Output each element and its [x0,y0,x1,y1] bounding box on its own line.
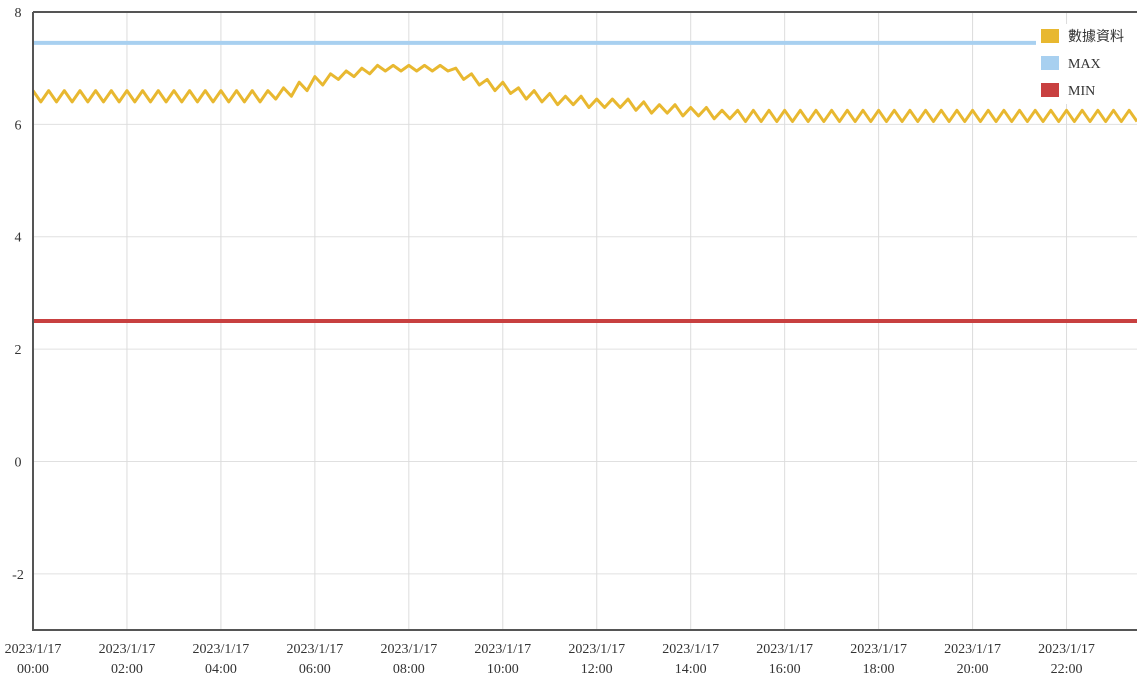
x-tick-label: 2023/1/17 00:00 [5,642,62,677]
x-tick-label: 2023/1/17 12:00 [568,642,625,677]
y-tick-label: 4 [15,231,22,246]
legend-swatch [1041,83,1059,97]
x-tick-label: 2023/1/17 20:00 [944,642,1001,677]
plot-area [33,40,1137,323]
x-tick-label: 2023/1/17 14:00 [662,642,719,677]
legend: 數據資料 MAX MIN [1036,24,1137,104]
x-tick-label: 2023/1/17 22:00 [1038,642,1095,677]
y-tick-label: 6 [15,118,22,133]
data-line [33,63,1137,124]
x-tick-label: 2023/1/17 10:00 [474,642,531,677]
axes: -2 0 2 4 6 8 2023/1/17 00:00 2023/1/17 02:00 2023/… [5,6,1137,677]
y-tick-label: 8 [15,6,22,21]
x-tick-label: 2023/1/17 06:00 [286,642,343,677]
x-tick-label: 2023/1/17 04:00 [193,642,250,677]
legend-label: MAX [1068,57,1101,72]
x-tick-label: 2023/1/17 08:00 [380,642,437,677]
y-tick-label: 0 [15,455,22,470]
legend-label: 數據資料 [1068,29,1124,45]
legend-label: MIN [1068,84,1095,99]
legend-swatch [1041,56,1059,70]
legend-swatch [1041,29,1059,43]
y-tick-label: -2 [12,568,24,583]
x-tick-label: 2023/1/17 02:00 [99,642,156,677]
x-tick-label: 2023/1/17 18:00 [850,642,907,677]
x-tick-label: 2023/1/17 16:00 [756,642,813,677]
y-tick-label: 2 [15,343,22,358]
